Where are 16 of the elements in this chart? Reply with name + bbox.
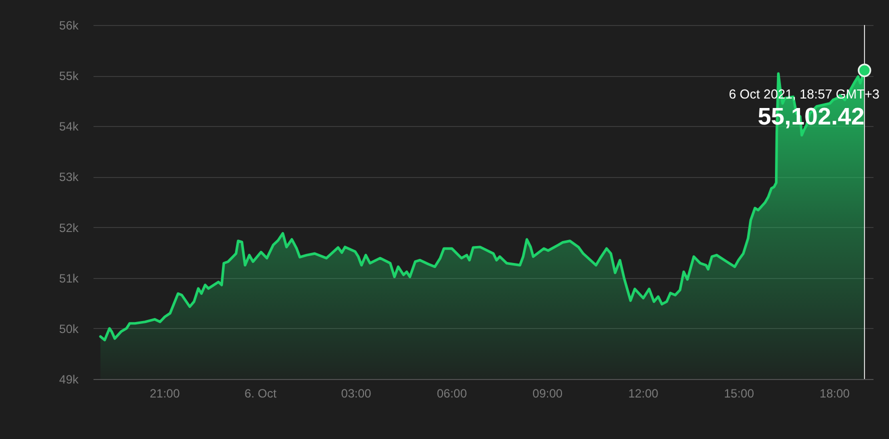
y-tick-label: 50k — [59, 322, 80, 336]
y-tick-label: 54k — [59, 120, 80, 134]
x-tick-label: 18:00 — [820, 386, 850, 400]
y-tick-label: 56k — [59, 18, 80, 32]
x-tick-label: 21:00 — [150, 386, 180, 400]
x-tick-label: 06:00 — [436, 386, 468, 400]
x-tick-label: 15:00 — [724, 386, 754, 400]
x-tick-label: 03:00 — [341, 386, 372, 400]
y-tick-label: 51k — [59, 271, 80, 286]
x-tick-label: 09:00 — [532, 386, 563, 400]
y-tick-label: 53k — [59, 170, 80, 184]
y-tick-label: 49k — [59, 372, 80, 386]
x-tick-label: 12:00 — [628, 386, 659, 400]
x-tick-label: 6. Oct — [244, 386, 278, 400]
y-tick-label: 52k — [59, 220, 80, 235]
y-tick-label: 55k — [59, 69, 80, 84]
